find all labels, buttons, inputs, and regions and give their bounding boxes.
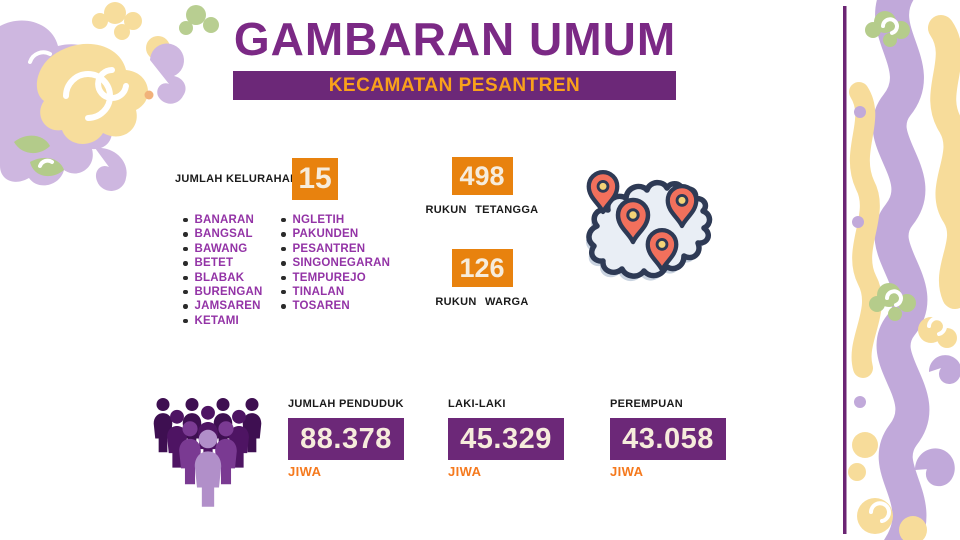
population-block-male: LAKI-LAKI 45.329 JIWA <box>448 398 564 479</box>
batik-side-ornament-icon <box>843 0 960 540</box>
rukun-tetangga-label: RUKUN TETANGGA <box>425 204 539 216</box>
rukun-warga-value: 126 <box>451 249 513 287</box>
population-male-value: 45.329 <box>448 418 564 460</box>
list-item: KETAMI <box>183 314 263 328</box>
subtitle-text: KECAMATAN PESANTREN <box>328 74 581 96</box>
population-female-unit: JIWA <box>610 464 644 479</box>
list-item: BANGSAL <box>183 227 263 241</box>
kelurahan-list-column-1: BANARAN BANGSAL BAWANG BETET BLABAK BURE… <box>183 213 263 328</box>
population-total-unit: JIWA <box>288 464 322 479</box>
list-item: BAWANG <box>183 242 263 256</box>
population-female-label: PEREMPUAN <box>610 398 683 410</box>
subtitle-banner: KECAMATAN PESANTREN <box>233 71 676 100</box>
list-item: BETET <box>183 256 263 270</box>
page-title: GAMBARAN UMUM <box>233 13 677 65</box>
population-total-value: 88.378 <box>288 418 404 460</box>
rukun-warga-label: RUKUN WARGA <box>435 296 529 308</box>
list-item: TOSAREN <box>281 299 390 313</box>
list-item: NGLETIH <box>281 213 390 227</box>
population-female-value: 43.058 <box>610 418 726 460</box>
population-block-female: PEREMPUAN 43.058 JIWA <box>610 398 726 479</box>
list-item: SINGONEGARAN <box>281 256 390 270</box>
batik-corner-ornament-icon <box>0 2 219 191</box>
list-item: BLABAK <box>183 271 263 285</box>
list-item: TEMPUREJO <box>281 271 390 285</box>
district-map-with-pins-icon <box>585 160 730 282</box>
rukun-tetangga-value: 498 <box>451 157 513 195</box>
population-block-total: JUMLAH PENDUDUK 88.378 JIWA <box>288 398 404 479</box>
vertical-divider-line <box>843 6 847 534</box>
stat-rukun-tetangga: 498 RUKUN TETANGGA <box>412 157 552 216</box>
stat-rukun-warga: 126 RUKUN WARGA <box>412 249 552 308</box>
kelurahan-count-value: 15 <box>292 158 338 200</box>
list-item: TINALAN <box>281 285 390 299</box>
list-item: BURENGAN <box>183 285 263 299</box>
population-crowd-icon <box>153 397 262 507</box>
population-male-label: LAKI-LAKI <box>448 398 506 410</box>
kelurahan-count-label: JUMLAH KELURAHAN <box>175 173 299 185</box>
population-total-label: JUMLAH PENDUDUK <box>288 398 404 410</box>
list-item: JAMSAREN <box>183 299 263 313</box>
list-item: PESANTREN <box>281 242 390 256</box>
population-male-unit: JIWA <box>448 464 482 479</box>
list-item: PAKUNDEN <box>281 227 390 241</box>
list-item: BANARAN <box>183 213 263 227</box>
kelurahan-list-column-2: NGLETIH PAKUNDEN PESANTREN SINGONEGARAN … <box>281 213 390 314</box>
